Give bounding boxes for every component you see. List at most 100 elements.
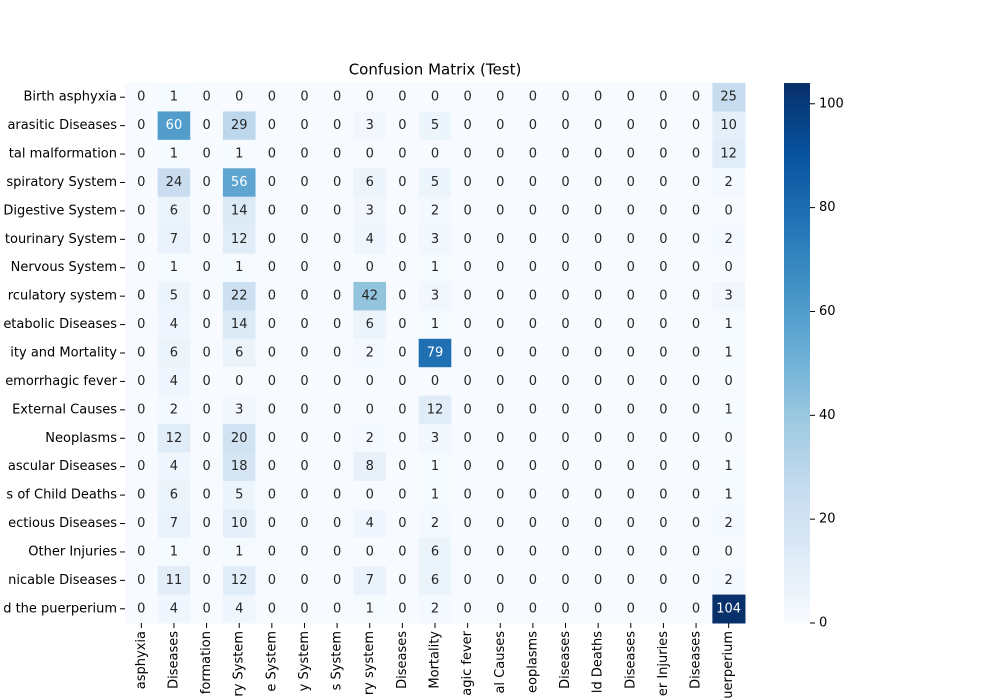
cell-label: 0: [268, 232, 276, 247]
heatmap-cell: [516, 566, 550, 596]
heatmap-cell: [647, 537, 681, 567]
colorbar-slice: [784, 612, 810, 616]
heatmap-cell: [255, 452, 289, 482]
heatmap-cell: [516, 480, 550, 510]
cell-label: 0: [333, 374, 341, 389]
heatmap-cell: [157, 310, 191, 340]
heatmap-cell: [712, 480, 746, 510]
y-tick-label: ascular Diseases: [8, 459, 117, 474]
y-tick-label: ectious Diseases: [8, 516, 117, 531]
colorbar-slice: [784, 447, 810, 451]
cell-label: 0: [463, 402, 471, 417]
heatmap-cell: [353, 111, 387, 141]
cell-label: 0: [594, 260, 602, 275]
colorbar-slice: [784, 309, 810, 314]
colorbar-slice: [784, 593, 810, 597]
heatmap-cell: [418, 480, 452, 510]
heatmap-cell: [712, 310, 746, 340]
heatmap-cell: [418, 281, 452, 311]
heatmap-cell: [418, 452, 452, 482]
cell-label: 0: [202, 573, 210, 588]
heatmap-cell: [483, 196, 518, 226]
cell-label: 0: [202, 601, 210, 616]
cell-label: 0: [561, 118, 569, 133]
heatmap-cell: [320, 367, 354, 397]
cell-label: 0: [366, 544, 374, 559]
cell-label: 0: [268, 203, 276, 218]
heatmap-cell: [222, 395, 257, 425]
heatmap-cell: [222, 509, 257, 539]
colorbar-slice: [784, 315, 810, 319]
heatmap-cell: [222, 452, 257, 482]
heatmap-cell: [386, 338, 420, 368]
colorbar-slice: [784, 544, 810, 548]
heatmap-cell: [255, 424, 289, 453]
heatmap-cell: [125, 253, 159, 283]
colorbar-slice: [784, 569, 810, 573]
heatmap-cell: [386, 225, 420, 255]
cell-label: 2: [725, 516, 733, 531]
colorbar-slice: [784, 209, 810, 214]
cell-label: 0: [463, 90, 471, 105]
heatmap-cell: [386, 594, 420, 624]
colorbar-slice: [784, 398, 810, 403]
colorbar-slice: [784, 153, 810, 157]
colorbar-slice: [784, 350, 810, 354]
heatmap-cell: [581, 480, 615, 510]
heatmap-cell: [451, 196, 485, 226]
heatmap-cell: [712, 566, 746, 596]
cell-label: 0: [366, 374, 374, 389]
cell-label: 0: [300, 573, 308, 588]
colorbar-slice: [784, 555, 810, 559]
heatmap-cell: [581, 310, 615, 340]
heatmap-cell: [353, 225, 387, 255]
colorbar-slice: [784, 236, 810, 241]
heatmap-cell: [190, 509, 224, 539]
heatmap-cell: [581, 338, 615, 368]
heatmap-cell: [614, 395, 648, 425]
cell-label: 0: [594, 175, 602, 190]
cell-label: 0: [333, 544, 341, 559]
colorbar-slice: [784, 290, 810, 295]
heatmap-cell: [157, 452, 191, 482]
colorbar-slice: [784, 488, 810, 492]
cell-label: 0: [202, 346, 210, 361]
colorbar-slice: [784, 458, 810, 462]
heatmap-cell: [125, 367, 159, 397]
cell-label: 3: [725, 289, 733, 304]
colorbar-slice: [784, 277, 810, 281]
cell-label: 29: [231, 118, 248, 133]
heatmap-cell: [451, 310, 485, 340]
cell-label: 0: [333, 203, 341, 218]
heatmap-cell: [679, 509, 713, 539]
colorbar-slice: [784, 147, 810, 152]
heatmap-cell: [549, 424, 583, 453]
heatmap-cell: [647, 196, 681, 226]
cell-label: 0: [692, 601, 700, 616]
cell-label: 0: [300, 118, 308, 133]
cell-label: 0: [594, 431, 602, 446]
cell-label: 2: [725, 232, 733, 247]
y-tick-label: emorrhagic fever: [5, 374, 117, 389]
heatmap-cell: [222, 139, 257, 169]
heatmap-cell: [386, 111, 420, 141]
colorbar-slice: [784, 412, 810, 416]
heatmap-cell: [549, 281, 583, 311]
cell-label: 0: [398, 544, 406, 559]
colorbar-slice: [784, 174, 810, 179]
cell-label: 0: [561, 516, 569, 531]
colorbar-slice: [784, 512, 810, 516]
heatmap-cell: [451, 480, 485, 510]
cell-label: 42: [361, 289, 378, 304]
colorbar-slice: [784, 425, 810, 430]
heatmap-cell: [647, 310, 681, 340]
cell-label: 0: [268, 90, 276, 105]
heatmap-cell: [614, 338, 648, 368]
heatmap-cell: [712, 83, 746, 112]
colorbar-slice: [784, 577, 810, 581]
colorbar-slice: [784, 474, 810, 478]
cell-label: 1: [725, 488, 733, 503]
cell-label: 0: [529, 516, 537, 531]
cell-label: 0: [202, 232, 210, 247]
heatmap-cell: [320, 424, 354, 453]
